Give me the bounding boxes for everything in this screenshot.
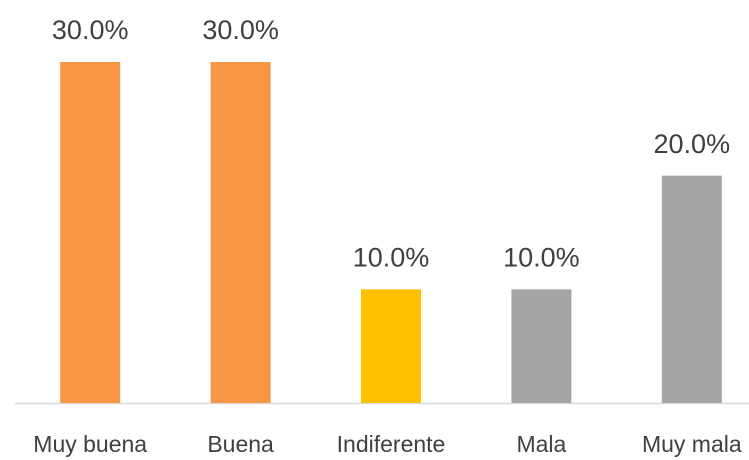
x-tick-label: Muy buena (33, 431, 147, 457)
x-tick-label: Muy mala (642, 431, 742, 457)
bar (60, 62, 121, 403)
x-tick-label: Mala (516, 431, 566, 457)
data-label: 30.0% (202, 15, 279, 45)
x-tick-label: Indiferente (337, 431, 446, 457)
bar (210, 62, 271, 403)
x-tick-label: Buena (207, 431, 274, 457)
data-label: 20.0% (654, 129, 731, 159)
data-label: 30.0% (52, 15, 129, 45)
bar (661, 175, 722, 403)
data-label: 10.0% (503, 242, 580, 272)
bar (511, 289, 572, 403)
data-label: 10.0% (353, 242, 430, 272)
bar (361, 289, 421, 403)
